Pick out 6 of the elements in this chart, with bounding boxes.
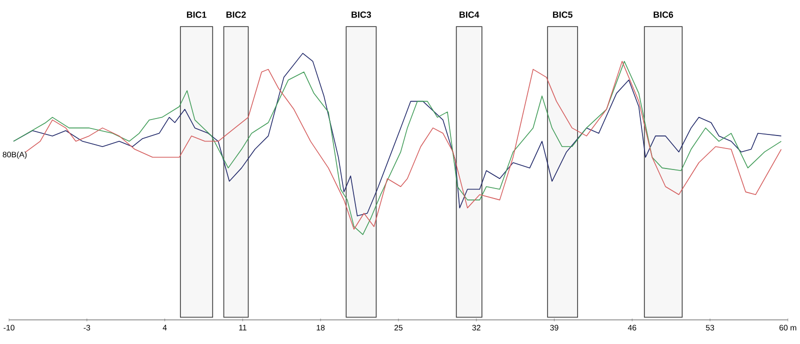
band-label: BIC5 [553, 12, 572, 18]
band-label: BIC3 [352, 12, 372, 18]
band-label: BIC6 [654, 12, 674, 18]
band-label: BIC1 [186, 12, 206, 18]
band-label: BIC2 [226, 12, 246, 18]
band-label: BIC4 [460, 12, 480, 18]
